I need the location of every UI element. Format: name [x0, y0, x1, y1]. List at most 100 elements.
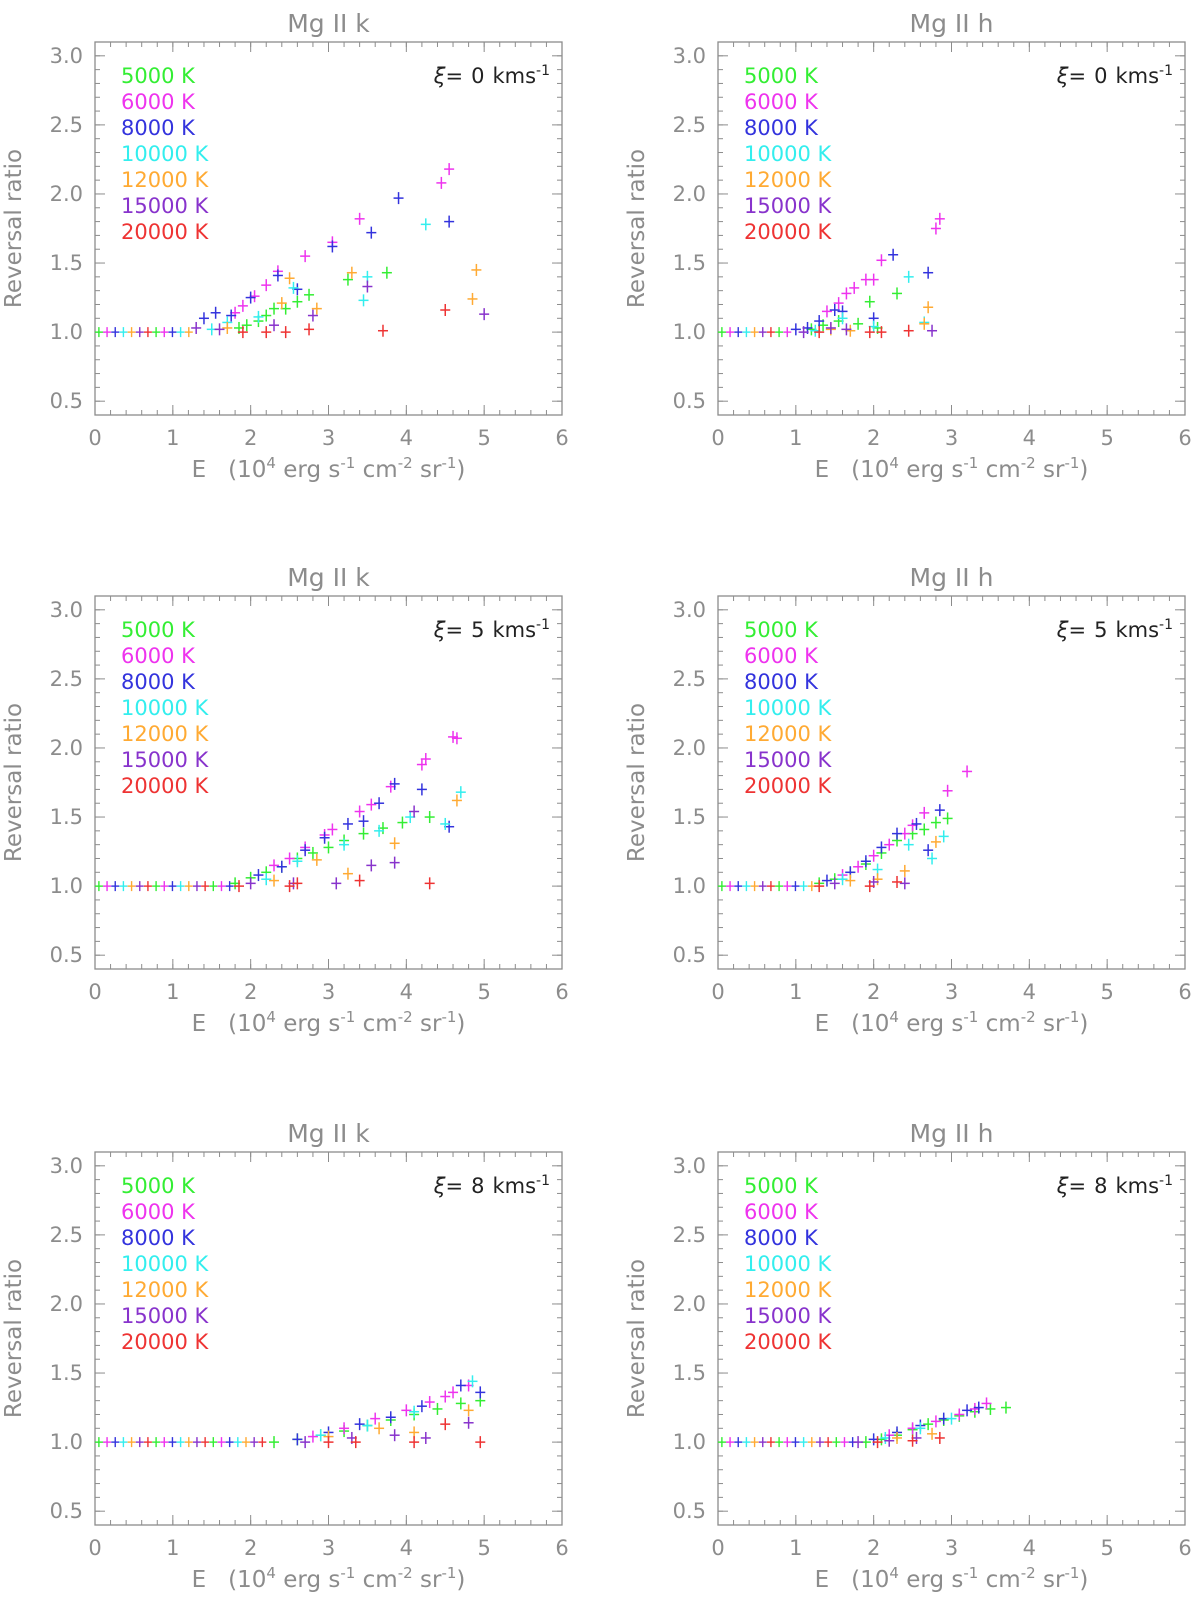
baseline-point: [726, 1437, 735, 1448]
baseline-point: [184, 327, 193, 338]
data-point: [237, 326, 248, 339]
baseline-point: [799, 1437, 808, 1448]
y-tick-label: 2.5: [50, 1223, 83, 1247]
y-tick-label: 1.5: [673, 251, 706, 275]
data-point: [892, 827, 903, 840]
legend-entry: 6000 K: [744, 644, 819, 668]
y-tick-label: 3.0: [50, 598, 83, 622]
baseline-point: [127, 327, 136, 338]
baseline-point: [168, 327, 177, 338]
x-tick-label: 6: [555, 1536, 568, 1560]
data-point: [393, 192, 404, 205]
baseline-point: [734, 1437, 743, 1448]
data-point: [829, 304, 840, 317]
data-point: [292, 877, 303, 890]
x-axis-label: E (104 erg s-1 cm-2 sr-1): [815, 1564, 1089, 1593]
data-point: [374, 797, 385, 810]
data-point: [292, 1433, 303, 1446]
data-point: [311, 302, 322, 315]
data-point: [245, 291, 256, 304]
baseline-point: [152, 327, 161, 338]
data-point: [934, 212, 945, 225]
data-point: [849, 281, 860, 294]
x-tick-label: 5: [1100, 426, 1113, 450]
data-point: [821, 305, 832, 318]
baseline-point: [192, 881, 201, 892]
data-point: [420, 218, 431, 231]
legend-entry: 15000 K: [744, 1304, 832, 1328]
microturbulence-annotation: ξ= 0 kms-1: [1056, 63, 1173, 88]
data-point: [424, 811, 435, 824]
data-point: [420, 753, 431, 766]
baseline-point: [168, 881, 177, 892]
x-tick-label: 2: [244, 1536, 257, 1560]
data-point: [358, 827, 369, 840]
data-point: [934, 804, 945, 817]
data-point: [261, 326, 272, 339]
data-point: [973, 1401, 984, 1414]
data-point: [339, 1422, 350, 1435]
legend-entry: 8000 K: [744, 116, 819, 140]
data-point: [440, 304, 451, 317]
data-point: [845, 874, 856, 887]
data-point: [884, 1434, 895, 1447]
baseline-point: [824, 1437, 833, 1448]
baseline-point: [217, 881, 226, 892]
x-tick-label: 6: [1178, 1536, 1191, 1560]
data-point: [919, 806, 930, 819]
baseline-point: [766, 881, 775, 892]
x-tick-label: 1: [789, 426, 802, 450]
data-point: [307, 1430, 318, 1443]
x-tick-label: 2: [244, 426, 257, 450]
data-point: [362, 280, 373, 293]
x-tick-label: 5: [477, 426, 490, 450]
data-point: [942, 812, 953, 825]
data-point: [272, 269, 283, 282]
data-point: [276, 860, 287, 873]
data-point: [946, 1412, 957, 1425]
data-point: [876, 326, 887, 339]
legend-entry: 20000 K: [121, 220, 209, 244]
y-axis-label: Reversal ratio: [1, 703, 27, 862]
data-point: [300, 250, 311, 263]
microturbulence-annotation: ξ= 5 kms-1: [1056, 617, 1173, 642]
legend-entry: 8000 K: [744, 1226, 819, 1250]
y-axis-label: Reversal ratio: [1, 1259, 27, 1418]
legend-entry: 15000 K: [121, 194, 209, 218]
data-point: [350, 1436, 361, 1449]
data-point: [930, 1415, 941, 1428]
data-point: [331, 877, 342, 890]
data-point: [389, 837, 400, 850]
data-point: [409, 805, 420, 818]
data-point: [323, 841, 334, 854]
data-point: [923, 301, 934, 314]
x-tick-label: 1: [166, 1536, 179, 1560]
x-tick-label: 1: [166, 980, 179, 1004]
chart-panel-1: Mg II k 0 1 2 3 4 5 6 0.5 1.0 1.5 2.0 2.5 3.0 Reversal…: [1, 9, 569, 483]
y-tick-label: 2.0: [673, 182, 706, 206]
baseline-point: [750, 881, 759, 892]
data-point: [930, 222, 941, 235]
x-tick-label: 6: [555, 980, 568, 1004]
legend-entry: 6000 K: [121, 90, 196, 114]
data-point: [821, 874, 832, 887]
x-tick-label: 4: [1023, 426, 1036, 450]
data-point: [233, 880, 244, 893]
x-tick-label: 2: [867, 1536, 880, 1560]
data-point: [876, 254, 887, 267]
data-point: [241, 319, 252, 332]
data-point: [444, 215, 455, 228]
x-tick-label: 2: [867, 980, 880, 1004]
baseline-point: [135, 881, 144, 892]
y-tick-label: 1.5: [50, 805, 83, 829]
data-point: [214, 323, 225, 336]
y-tick-label: 3.0: [673, 44, 706, 68]
data-point: [455, 786, 466, 799]
legend-entry: 12000 K: [744, 1278, 832, 1302]
baseline-point: [119, 1437, 128, 1448]
data-point: [261, 873, 272, 886]
baseline-point: [726, 881, 735, 892]
data-point: [892, 875, 903, 888]
data-point: [191, 321, 202, 334]
data-point: [903, 270, 914, 283]
